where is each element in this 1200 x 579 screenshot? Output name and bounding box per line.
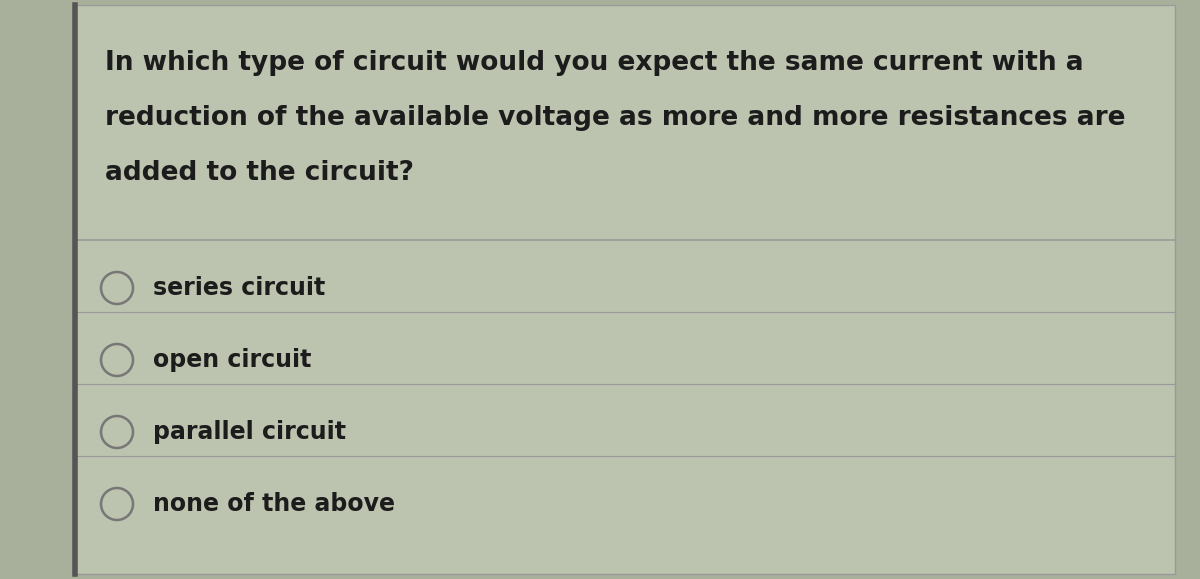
Text: In which type of circuit would you expect the same current with a: In which type of circuit would you expec… bbox=[106, 50, 1084, 76]
Text: added to the circuit?: added to the circuit? bbox=[106, 160, 414, 186]
Text: none of the above: none of the above bbox=[154, 492, 395, 516]
Text: parallel circuit: parallel circuit bbox=[154, 420, 346, 444]
Text: reduction of the available voltage as more and more resistances are: reduction of the available voltage as mo… bbox=[106, 105, 1126, 131]
Text: open circuit: open circuit bbox=[154, 348, 311, 372]
Text: series circuit: series circuit bbox=[154, 276, 325, 300]
